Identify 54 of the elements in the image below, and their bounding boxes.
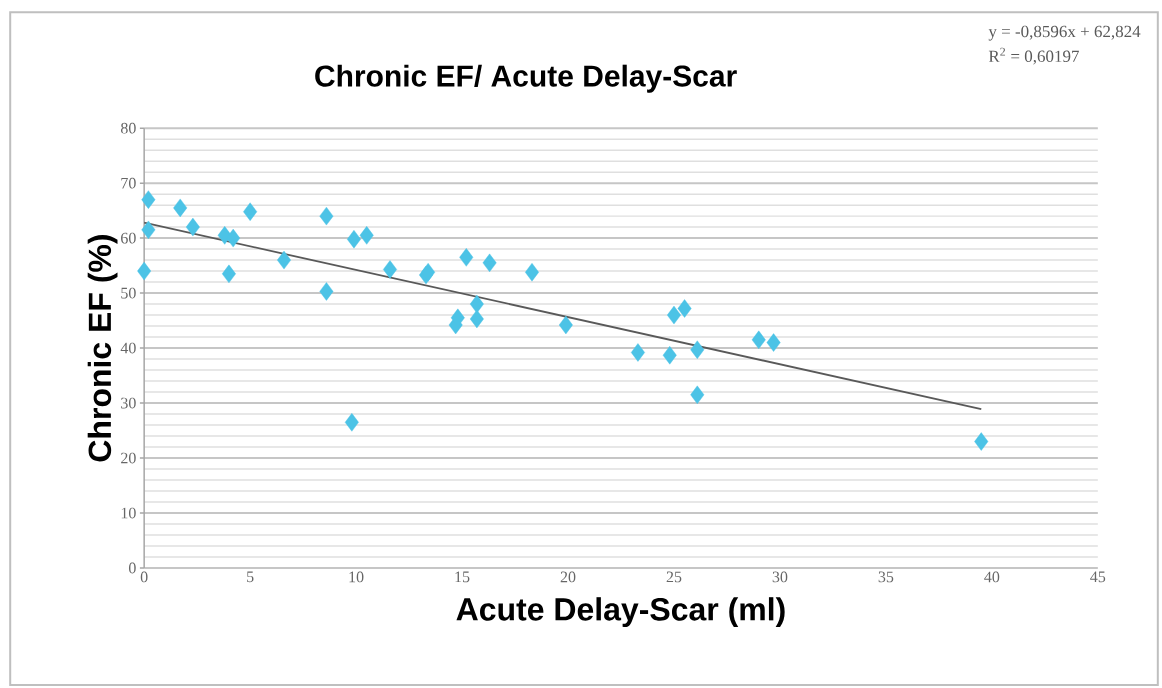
point bbox=[766, 333, 781, 352]
point bbox=[221, 264, 236, 283]
point bbox=[662, 345, 677, 365]
point bbox=[137, 261, 152, 281]
x-tick-label: 25 bbox=[666, 571, 682, 583]
point bbox=[631, 343, 645, 362]
point bbox=[319, 206, 334, 226]
x-tick-label: 45 bbox=[1090, 571, 1106, 583]
point bbox=[344, 413, 359, 432]
point bbox=[751, 330, 766, 349]
point bbox=[185, 217, 200, 237]
point bbox=[482, 253, 497, 272]
y-tick-label: 30 bbox=[121, 397, 136, 409]
chart-title: Chronic EF/ Acute Delay-Scar bbox=[315, 64, 737, 93]
point bbox=[667, 305, 681, 325]
point bbox=[974, 432, 989, 451]
y-tick-label: 60 bbox=[121, 232, 136, 244]
point bbox=[469, 294, 484, 314]
x-tick-label: 15 bbox=[455, 571, 470, 583]
point bbox=[141, 190, 156, 209]
point bbox=[690, 385, 705, 404]
y-tick-label: 50 bbox=[121, 287, 136, 299]
x-tick-label: 35 bbox=[878, 571, 894, 583]
point bbox=[141, 220, 156, 239]
x-tick-label: 20 bbox=[560, 571, 576, 583]
point bbox=[558, 315, 573, 335]
y-tick-label: 70 bbox=[121, 177, 136, 189]
text: R$^{2}$ = 0,60197 bbox=[988, 47, 1079, 65]
x-tick-label: 5 bbox=[247, 571, 254, 583]
y-axis-title: Chronic EF (%) bbox=[87, 234, 118, 462]
point bbox=[277, 250, 291, 270]
x-axis-title: Acute Delay-Scar (ml) bbox=[456, 597, 785, 627]
x-tick-label: 40 bbox=[984, 571, 1000, 583]
point bbox=[359, 226, 374, 245]
point bbox=[525, 262, 539, 282]
text: y = -0,8596x + 62,824 bbox=[988, 25, 1141, 41]
y-tick-label: 40 bbox=[120, 342, 136, 354]
y-tick-label: 0 bbox=[128, 562, 136, 574]
point bbox=[173, 198, 188, 217]
point bbox=[469, 309, 484, 329]
point bbox=[226, 228, 241, 248]
point bbox=[243, 202, 258, 221]
point bbox=[319, 282, 334, 301]
point bbox=[677, 299, 692, 318]
y-tick-label: 20 bbox=[121, 452, 136, 464]
x-tick-label: 30 bbox=[772, 571, 788, 583]
x-tick-label: 10 bbox=[349, 571, 364, 583]
y-tick-label: 80 bbox=[120, 122, 136, 134]
point bbox=[347, 229, 361, 249]
point bbox=[690, 340, 705, 359]
point bbox=[383, 260, 397, 279]
x-tick-label: 0 bbox=[140, 571, 148, 583]
y-tick-label: 10 bbox=[121, 507, 136, 519]
point bbox=[459, 248, 474, 267]
